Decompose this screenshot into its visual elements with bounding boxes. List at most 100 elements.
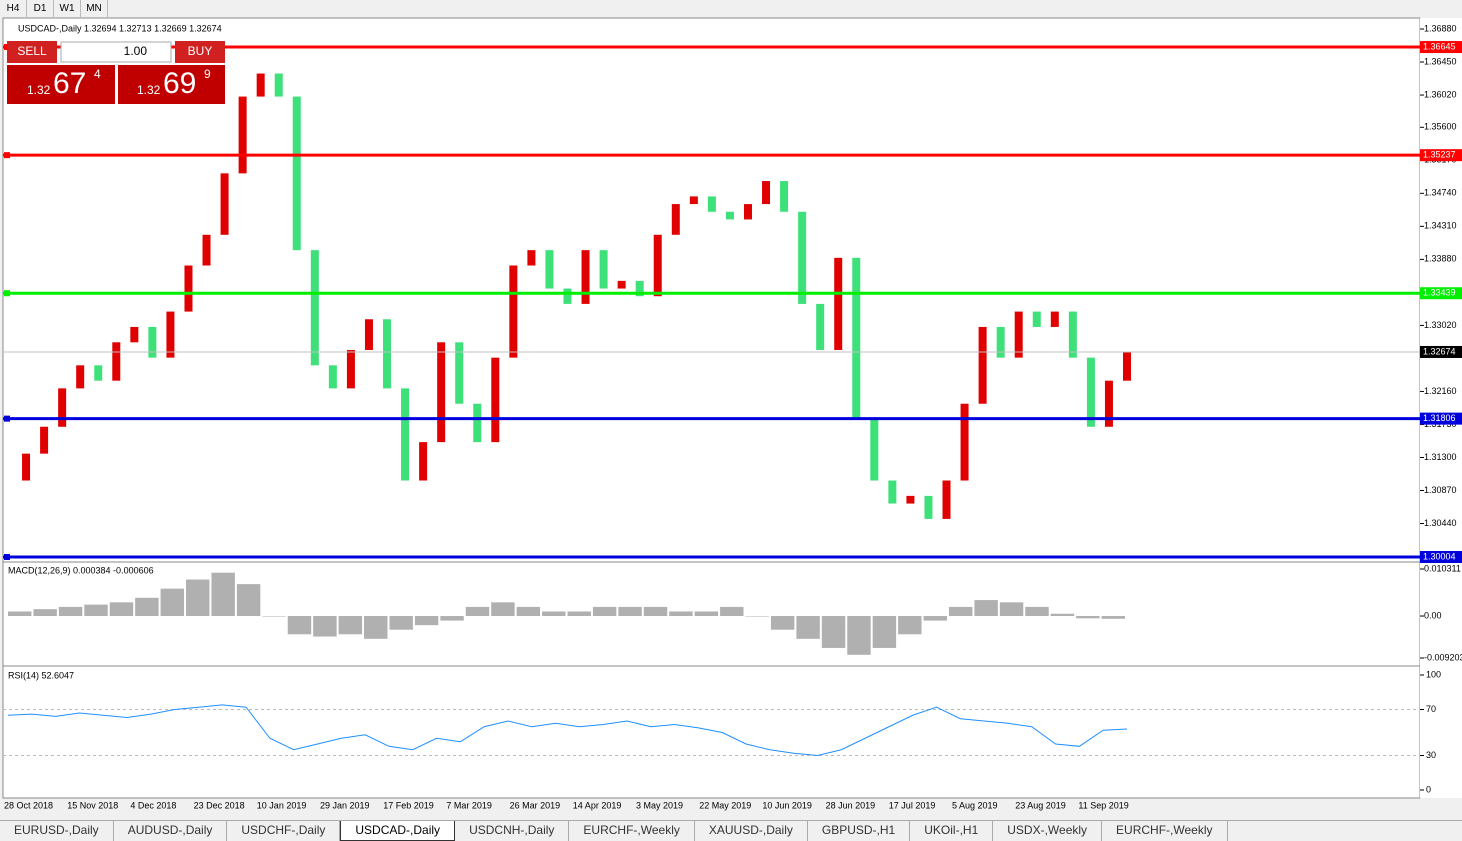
x-tick-label: 17 Jul 2019 <box>889 800 936 810</box>
chart-tab[interactable]: USDCHF-,Daily <box>227 821 341 841</box>
x-tick-label: 14 Apr 2019 <box>573 800 622 810</box>
candle <box>238 96 247 174</box>
y-tick-label: 1.33020 <box>1424 320 1457 330</box>
candle <box>202 234 211 266</box>
macd-bar <box>796 616 820 639</box>
candle <box>22 453 31 481</box>
timeframe-button[interactable]: H4 <box>0 0 27 17</box>
candle <box>40 426 49 454</box>
buy-button[interactable] <box>175 41 225 63</box>
chart-tab[interactable]: EURCHF-,Weekly <box>1102 821 1228 841</box>
level-label: 1.35237 <box>1423 150 1456 160</box>
chart-tab[interactable]: EURUSD-,Daily <box>0 821 114 841</box>
candle <box>527 250 536 266</box>
chart-tab[interactable]: XAUUSD-,Daily <box>695 821 808 841</box>
candle <box>906 495 915 504</box>
chart-tab[interactable]: GBPUSD-,H1 <box>808 821 911 841</box>
macd-bar <box>186 579 210 617</box>
candle <box>328 365 337 389</box>
y-tick-label: 1.32160 <box>1424 386 1457 396</box>
macd-bar <box>1101 616 1125 619</box>
candle <box>220 173 229 235</box>
timeframe-button[interactable]: W1 <box>54 0 81 17</box>
macd-bar <box>109 602 134 617</box>
candle <box>401 388 410 481</box>
y-tick-label: 1.36450 <box>1424 56 1457 66</box>
macd-bar <box>440 616 464 621</box>
candle <box>419 442 428 481</box>
chart-tab[interactable]: UKOil-,H1 <box>910 821 994 841</box>
candle <box>1068 311 1077 358</box>
macd-bar <box>542 611 566 617</box>
macd-bar <box>669 611 693 617</box>
macd-bar <box>770 616 795 630</box>
macd-bar <box>364 616 388 639</box>
chart-tab[interactable]: USDCAD-,Daily <box>340 821 456 841</box>
x-tick-label: 17 Feb 2019 <box>383 800 434 810</box>
macd-bar <box>694 611 719 617</box>
candle <box>1123 352 1131 381</box>
macd-bar <box>465 606 490 617</box>
level-handle <box>4 152 10 159</box>
macd-bar <box>262 616 286 617</box>
macd-bar <box>847 616 871 655</box>
sell-price-box[interactable] <box>7 65 115 104</box>
candle <box>112 342 121 381</box>
candle <box>455 342 464 404</box>
y-tick-label: 100 <box>1426 669 1441 679</box>
timeframe-button[interactable]: MN <box>81 0 108 17</box>
sell-label[interactable]: SELL <box>17 44 47 58</box>
macd-bar <box>618 606 642 617</box>
candle <box>671 204 680 235</box>
level-tag <box>1420 412 1462 425</box>
axis-bg <box>1420 18 1462 798</box>
chart-tab[interactable]: AUDUSD-,Daily <box>114 821 228 841</box>
current-price-label: 1.32674 <box>1423 346 1456 356</box>
y-tick-label: 1.33880 <box>1424 254 1457 264</box>
macd-bar <box>1025 606 1049 617</box>
candle <box>310 250 319 366</box>
sell-button[interactable] <box>7 41 57 63</box>
macd-bar <box>745 616 769 617</box>
macd-bar <box>898 616 922 635</box>
buy-label[interactable]: BUY <box>188 44 213 58</box>
chart-tab[interactable]: EURCHF-,Weekly <box>569 821 695 841</box>
lot-input[interactable] <box>60 41 172 63</box>
y-tick-label: 1.31300 <box>1424 452 1457 462</box>
lot[interactable]: 1.00 <box>124 44 148 58</box>
chart-tab[interactable]: USDX-,Weekly <box>993 821 1103 841</box>
y-tick-label: 1.34740 <box>1424 188 1457 198</box>
macd-bar <box>1050 613 1075 617</box>
macd-bar <box>1076 616 1100 619</box>
x-tick-label: 5 Aug 2019 <box>952 800 998 810</box>
candle <box>491 357 500 443</box>
candle <box>545 250 554 289</box>
y-tick-label: 0 <box>1426 784 1431 794</box>
macd-bar <box>313 616 337 637</box>
level-tag <box>1420 287 1462 300</box>
header: USDCAD-,Daily 1.32694 1.32713 1.32669 1.… <box>18 23 222 33</box>
rsi-title: RSI(14) 52.6047 <box>8 670 74 680</box>
candle <box>1086 357 1095 427</box>
timeframe-button[interactable]: D1 <box>27 0 54 17</box>
current-price-tag <box>1420 345 1462 358</box>
candle <box>383 319 392 389</box>
candle <box>689 196 698 205</box>
candle <box>473 403 482 443</box>
macd-bar <box>414 616 439 626</box>
macd-bar <box>160 588 185 617</box>
candle <box>364 319 373 350</box>
candle <box>274 73 283 97</box>
y-tick-label: 0.00 <box>1424 610 1442 620</box>
buy-price-box[interactable] <box>118 65 225 104</box>
chart-tab[interactable]: USDCNH-,Daily <box>455 821 570 841</box>
y-tick-label: 30 <box>1426 750 1436 760</box>
candle <box>653 234 662 297</box>
candle <box>762 181 771 205</box>
macd-bar <box>84 604 108 617</box>
candle <box>924 495 933 519</box>
candle <box>166 311 175 358</box>
buy-price-main: 69 <box>163 67 196 100</box>
tabs: EURUSD-,Daily AUDUSD-,Daily USDCHF-,Daily U… <box>0 820 1462 841</box>
